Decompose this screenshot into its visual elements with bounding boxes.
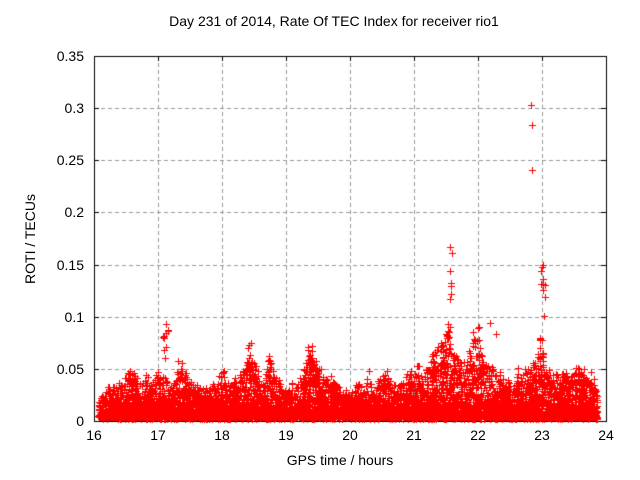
x-tick-label: 18 [214, 427, 230, 443]
y-tick-label: 0.15 [56, 256, 84, 273]
x-tick-label: 17 [150, 427, 166, 443]
x-tick-label: 16 [86, 427, 102, 443]
y-tick-label: 0.1 [64, 308, 84, 325]
x-axis-label: GPS time / hours [286, 452, 394, 468]
x-tick-label: 24 [598, 427, 614, 443]
x-tick-label: 21 [406, 427, 422, 443]
y-tick-label: 0.05 [56, 360, 84, 377]
x-tick-label: 22 [470, 427, 486, 443]
y-tick-label: 0.3 [64, 100, 84, 117]
y-tick-label: 0.2 [64, 204, 84, 221]
y-tick-label: 0 [76, 413, 84, 429]
chart-title: Day 231 of 2014, Rate Of TEC Index for r… [169, 13, 499, 29]
y-tick-label: 0.25 [56, 152, 84, 169]
x-tick-label: 23 [534, 427, 550, 443]
y-tick-label: 0.35 [56, 48, 84, 64]
x-tick-label: 20 [342, 427, 358, 443]
x-tick-label: 19 [278, 427, 294, 443]
